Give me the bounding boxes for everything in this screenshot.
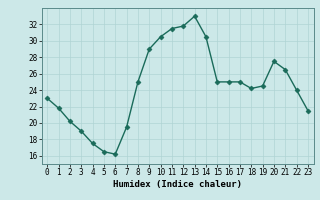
X-axis label: Humidex (Indice chaleur): Humidex (Indice chaleur) — [113, 180, 242, 189]
